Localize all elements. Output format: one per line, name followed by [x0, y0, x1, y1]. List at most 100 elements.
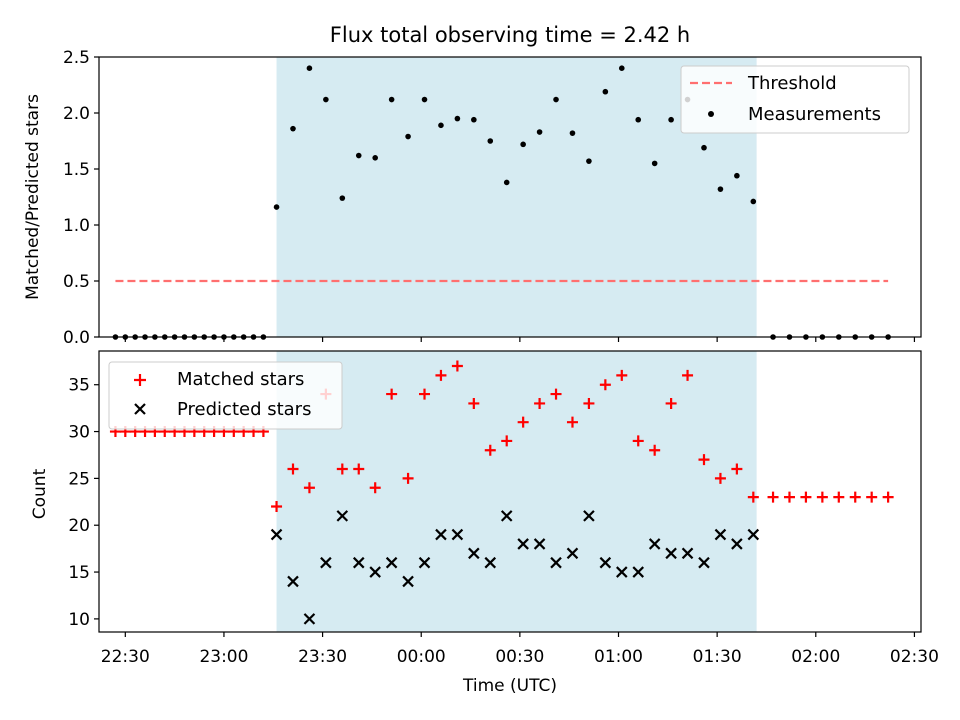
x-tick-label: 00:30	[495, 647, 544, 667]
matched-star-point	[747, 491, 759, 503]
predicted-star-point	[566, 547, 579, 560]
predicted-star-point	[303, 613, 316, 625]
measurement-point	[651, 160, 658, 167]
legend-measurements-label: Measurements	[748, 104, 881, 125]
measurement-point	[323, 96, 329, 103]
predicted-star-point	[550, 556, 562, 569]
measurement-point	[618, 65, 625, 71]
legend-measurements-swatch	[708, 111, 714, 117]
top-y-tick-label: 0.0	[63, 328, 90, 348]
legend-matched-label: Matched stars	[177, 369, 304, 390]
bottom-panel: 10 15 20 25 30 35 22:30 23:00 23:30 00:00 00:30 01…	[30, 350, 939, 696]
matched-star-point	[731, 463, 743, 475]
measurement-point	[306, 65, 313, 71]
top-observing-window	[276, 57, 757, 337]
matched-star-point	[882, 491, 894, 503]
measurement-point	[635, 116, 642, 123]
bottom-y-tick-label: 20	[68, 516, 90, 536]
predicted-star-point	[698, 556, 710, 569]
predicted-star-point	[599, 556, 612, 569]
measurement-point	[701, 144, 707, 151]
matched-star-point	[534, 397, 546, 409]
measurement-point	[503, 179, 510, 186]
matched-star-point	[767, 491, 779, 503]
predicted-star-point	[352, 556, 365, 569]
measurement-point	[487, 138, 494, 144]
bottom-y-tick-label: 30	[68, 423, 90, 443]
matched-star-point	[566, 416, 578, 428]
legend-threshold-label: Threshold	[747, 73, 837, 94]
measurement-point	[438, 122, 444, 129]
predicted-star-point	[336, 510, 349, 522]
bottom-y-tick-label: 10	[68, 610, 90, 630]
top-y-tick-label: 2.5	[63, 48, 90, 68]
bottom-axes-frame	[98, 350, 922, 633]
measurement-point	[750, 198, 757, 205]
matched-star-point	[484, 444, 496, 456]
matched-star-point	[682, 369, 694, 381]
measurement-point	[339, 195, 346, 201]
top-y-tick-label: 1.0	[63, 216, 90, 236]
bottom-legend: Matched stars Predicted stars	[108, 361, 343, 430]
predicted-star-point	[731, 538, 743, 550]
predicted-star-point	[583, 510, 595, 522]
matched-star-point	[866, 491, 878, 503]
top-y-tick-label: 2.0	[63, 104, 90, 124]
x-axis-label: Time (UTC)	[462, 676, 557, 696]
predicted-star-point	[616, 566, 628, 578]
measurement-point	[734, 172, 740, 179]
legend-matched-swatch	[134, 374, 146, 386]
measurement-point	[553, 96, 559, 103]
matched-star-point	[599, 379, 611, 391]
matched-star-point	[714, 472, 726, 484]
matched-star-point	[402, 472, 414, 484]
matched-star-point	[451, 360, 463, 372]
predicted-star-point	[369, 566, 381, 578]
bottom-y-tick-label: 35	[68, 376, 90, 396]
top-y-tick-label: 1.5	[63, 160, 90, 180]
top-y-tick-label: 0.5	[63, 272, 90, 292]
measurement-point	[586, 158, 592, 164]
matched-star-point	[616, 369, 628, 381]
x-tick-label: 01:00	[594, 647, 643, 667]
measurement-point	[520, 141, 526, 148]
x-tick-label: 23:00	[199, 647, 248, 667]
predicted-star-point	[385, 556, 398, 569]
measurement-point	[372, 155, 378, 161]
matched-star-point	[783, 491, 795, 503]
matched-star-point	[849, 491, 861, 503]
top-panel: 0.0 0.5 1.0 1.5 2.0 2.5 Matched/Predicted sta…	[23, 48, 922, 348]
x-tick-label: 22:30	[101, 647, 150, 667]
measurement-point	[471, 116, 477, 123]
predicted-star-point	[747, 528, 760, 541]
matched-star-point	[468, 397, 480, 409]
predicted-star-point	[468, 547, 480, 560]
measurement-point	[536, 129, 543, 135]
top-axes-frame	[98, 56, 922, 338]
predicted-star-point	[435, 528, 447, 541]
predicted-star-point	[648, 538, 661, 550]
chart-title: Flux total observing time = 2.42 h	[330, 23, 690, 47]
bottom-y-tick-label: 25	[68, 469, 90, 489]
predicted-star-point	[500, 510, 513, 522]
matched-star-point	[550, 388, 562, 400]
measurement-point	[569, 130, 576, 136]
measurement-point	[454, 115, 461, 122]
matched-star-point	[353, 463, 365, 475]
matched-star-point	[435, 369, 447, 381]
matched-star-point	[386, 388, 398, 400]
predicted-star-point	[451, 528, 464, 541]
bottom-legend-box	[108, 361, 343, 430]
matched-star-point	[665, 397, 677, 409]
measurement-point	[355, 152, 362, 159]
measurement-point	[717, 186, 724, 192]
measurement-point	[668, 116, 674, 123]
bottom-y-tick-label: 15	[68, 563, 90, 583]
matched-star-point	[517, 416, 529, 428]
measurement-point	[388, 96, 395, 103]
predicted-star-point	[714, 528, 727, 541]
bottom-y-axis-label: Count	[30, 468, 50, 519]
matched-star-point	[833, 491, 845, 503]
predicted-star-point	[270, 528, 283, 541]
